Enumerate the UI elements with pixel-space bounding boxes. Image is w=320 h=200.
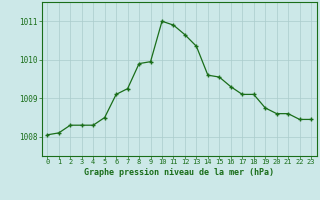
X-axis label: Graphe pression niveau de la mer (hPa): Graphe pression niveau de la mer (hPa) <box>84 168 274 177</box>
